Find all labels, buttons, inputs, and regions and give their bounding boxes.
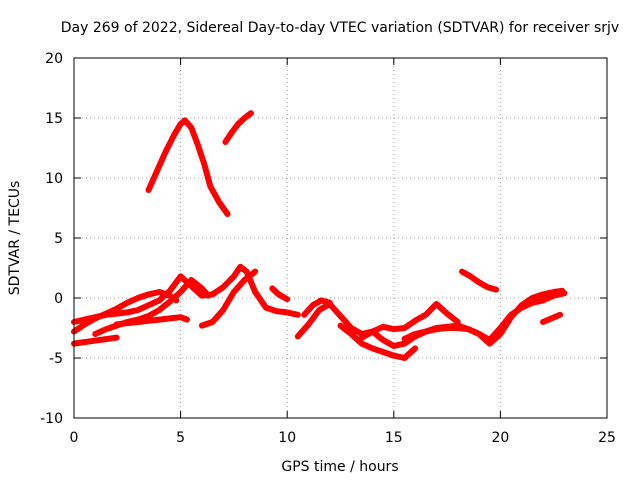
y-tick-label: 5 <box>54 231 63 247</box>
x-tick-label: 10 <box>278 430 296 446</box>
series-arc-c <box>71 263 301 325</box>
series-arc-e <box>113 314 190 328</box>
x-tick-label: 20 <box>491 430 509 446</box>
series-arc-i <box>301 297 333 318</box>
y-tick-label: 15 <box>45 111 63 127</box>
series-arc-high-peak <box>145 117 231 217</box>
series-arc-h <box>294 287 566 349</box>
grid <box>74 58 607 418</box>
y-tick-label: 10 <box>45 171 63 187</box>
series-arc-g <box>269 285 291 303</box>
series-arc-f <box>198 268 259 329</box>
x-tick-label: 15 <box>385 430 403 446</box>
y-tick-label: -5 <box>49 351 63 367</box>
series-group <box>71 110 568 361</box>
series-arc-l <box>401 290 568 343</box>
series-arc-b <box>71 334 120 347</box>
plot-frame <box>73 57 608 419</box>
series-arc-k <box>358 301 461 341</box>
series-arc-n <box>540 311 564 325</box>
series-arc-high-short <box>222 110 254 145</box>
chart-title: Day 269 of 2022, Sidereal Day-to-day VTE… <box>61 20 619 36</box>
y-tick-label: 0 <box>54 291 63 307</box>
y-tick-label: -10 <box>40 411 63 427</box>
x-tick-label: 5 <box>176 430 185 446</box>
x-tick-label: 0 <box>70 430 79 446</box>
y-axis-label: SDTVAR / TECUs <box>7 181 23 296</box>
series-arc-m <box>459 268 500 293</box>
x-axis-label: GPS time / hours <box>281 459 398 475</box>
series-arc-j <box>337 322 419 361</box>
y-tick-label: 20 <box>45 51 63 67</box>
ticks: 0 5 10 15 20 25 -10 -5 0 5 10 15 20 <box>40 51 616 446</box>
x-tick-label: 25 <box>598 430 616 446</box>
